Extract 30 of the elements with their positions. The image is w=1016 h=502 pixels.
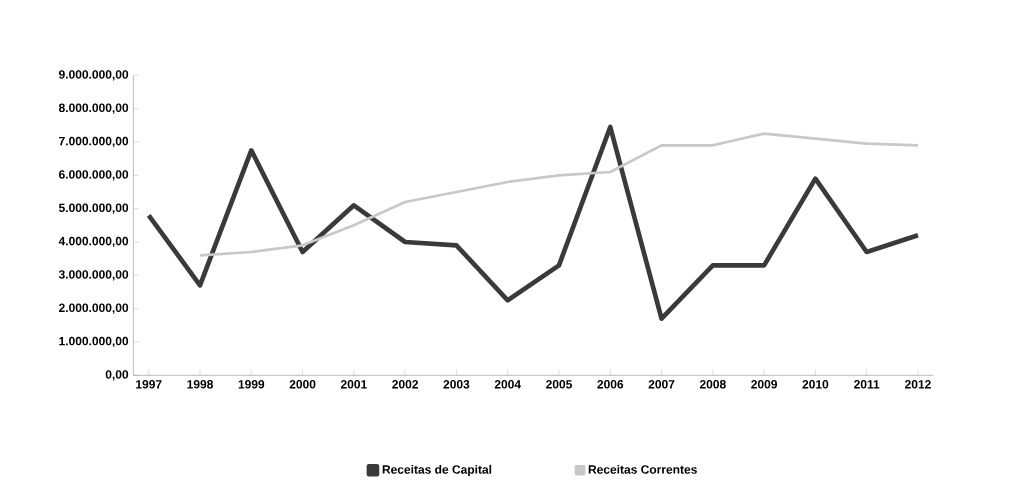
x-tick-label: 2003 [443, 380, 470, 389]
y-tick-label: 6.000.000,00 [59, 170, 129, 181]
x-tick-label: 2009 [751, 380, 778, 389]
y-tick-label: 4.000.000,00 [58, 236, 129, 248]
x-tick-label: 2000 [289, 380, 316, 389]
y-tick-label: 8.000.000,00 [58, 103, 129, 114]
x-tick-label: 2008 [699, 380, 726, 389]
x-tick-label: 1998 [187, 380, 213, 389]
y-tick-label: 9.000.000,00 [58, 70, 129, 81]
x-tick-label: 2001 [340, 380, 367, 389]
legend-label: Receitas de Capital [382, 464, 492, 477]
y-tick-label: 5.000.000,00 [58, 203, 129, 214]
x-tick-label: 2012 [905, 380, 931, 389]
legend-label: Receitas Correntes [588, 464, 697, 474]
x-tick-label: 1997 [136, 380, 162, 389]
line-series [198, 132, 920, 257]
y-tick-label: 7.000.000,00 [59, 136, 129, 148]
y-tick-label: 1.000.000,00 [59, 336, 129, 348]
line-series [146, 124, 921, 321]
x-tick-label: 2005 [546, 380, 572, 389]
y-tick-label: 3.000.000,00 [58, 270, 129, 281]
x-tick-label: 2006 [597, 380, 624, 389]
x-tick-label: 1999 [238, 380, 265, 389]
x-tick-label: 2002 [392, 380, 418, 389]
x-tick-label: 2004 [494, 380, 521, 389]
x-tick-label: 2011 [854, 380, 880, 389]
y-tick-label: 2.000.000,00 [58, 303, 129, 314]
x-tick-label: 2010 [802, 380, 829, 389]
x-tick-label: 2007 [648, 380, 675, 389]
y-tick-label: 0,00 [105, 370, 129, 381]
